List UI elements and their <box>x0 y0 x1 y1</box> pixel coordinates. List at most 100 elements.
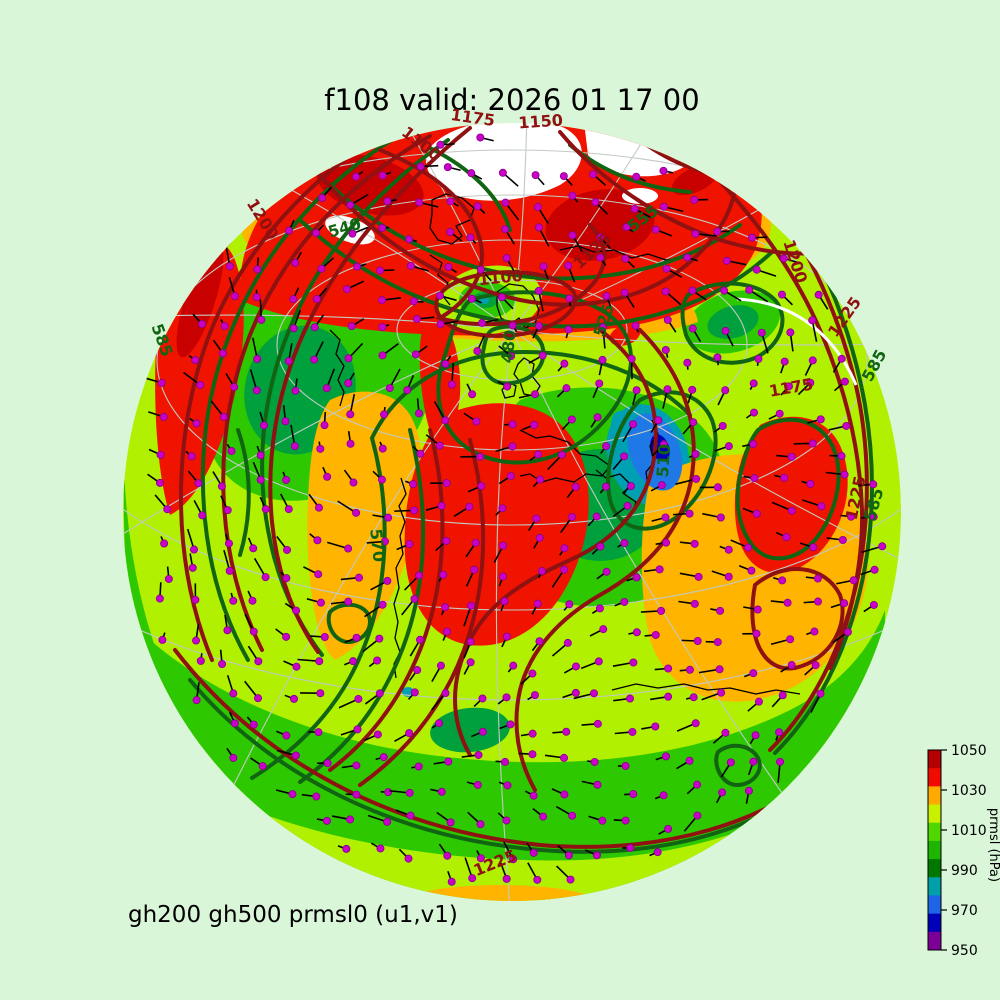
wind-vector <box>346 193 369 209</box>
wind-vector <box>247 537 258 553</box>
wind-vector <box>683 253 698 262</box>
wind-vector <box>676 756 694 770</box>
wind-vector <box>306 598 325 607</box>
wind-vector <box>551 638 572 657</box>
colorbar-segment <box>928 750 941 769</box>
wind-vector <box>337 844 351 853</box>
wind-vector <box>699 483 722 492</box>
wind-vector <box>508 321 518 333</box>
wind-vector <box>562 688 580 699</box>
wind-vector <box>344 342 364 363</box>
wind-vector <box>589 170 607 186</box>
wind-vector <box>280 571 291 583</box>
wind-vector <box>641 722 660 731</box>
wind-vector <box>537 567 546 579</box>
wind-vector <box>383 197 397 206</box>
wind-vector <box>253 558 270 582</box>
wind-vector <box>596 233 611 250</box>
wind-vector <box>249 369 261 395</box>
wind-vector <box>502 254 515 272</box>
field-list-label: gh200 gh500 prmsl0 (u1,v1) <box>128 902 458 928</box>
contour-label-gh500: 480 <box>497 329 519 364</box>
wind-vector <box>440 603 450 616</box>
wind-vector <box>688 450 700 459</box>
wind-vector <box>466 780 482 789</box>
wind-vector <box>830 599 849 609</box>
wind-vector <box>497 812 511 825</box>
wind-vector <box>613 694 634 703</box>
wind-vector <box>587 512 601 527</box>
white-arc <box>736 297 858 386</box>
wind-vector <box>701 688 726 701</box>
map-title: f108 valid: 2026 01 17 00 <box>324 83 699 117</box>
wind-vector <box>192 623 201 645</box>
wind-vector <box>186 528 199 554</box>
wind-vector <box>341 761 361 770</box>
wind-vector <box>252 337 262 363</box>
wind-vector <box>771 691 787 708</box>
wind-vector <box>498 781 512 790</box>
wind-vector <box>252 461 265 484</box>
wind-vector <box>711 570 733 581</box>
wind-vector <box>467 481 486 493</box>
wind-vector <box>679 572 703 581</box>
wind-vector <box>218 649 227 669</box>
wind-vector <box>580 657 603 670</box>
wind-vector <box>367 814 392 826</box>
wind-vector <box>661 287 682 306</box>
wind-vector <box>193 500 207 520</box>
wind-vector <box>688 324 702 343</box>
wind-vector <box>375 753 388 762</box>
wind-vector <box>497 293 514 310</box>
wind-vector <box>777 290 793 306</box>
wind-vector <box>404 571 424 591</box>
wind-vector <box>463 412 481 426</box>
wind-vector <box>828 421 851 431</box>
wind-vector <box>308 493 323 512</box>
wind-vector <box>343 469 358 487</box>
colorbar-tick-label: 950 <box>951 943 978 959</box>
wind-vector <box>300 689 325 698</box>
wind-vector <box>622 420 638 443</box>
wind-vector <box>632 386 641 406</box>
wind-vector <box>614 597 629 607</box>
wind-vector <box>661 346 670 358</box>
wind-vector <box>224 533 233 548</box>
wind-vector <box>531 171 545 186</box>
wind-vector <box>411 762 423 771</box>
wind-vector <box>551 788 569 799</box>
wind-vector <box>497 693 511 705</box>
wind-vector <box>588 815 607 825</box>
wind-vector <box>252 289 261 302</box>
wind-vector <box>395 809 415 820</box>
wind-vector <box>780 661 796 673</box>
wind-vector <box>720 286 742 302</box>
graticule-meridian <box>201 329 513 850</box>
wind-vector <box>650 481 666 492</box>
wind-vector <box>185 450 196 461</box>
wind-vector <box>366 537 389 546</box>
wind-vector <box>771 501 796 515</box>
wind-vector <box>297 657 324 666</box>
wind-vector <box>291 378 300 395</box>
wind-vector <box>225 246 234 271</box>
wind-field <box>144 133 887 886</box>
wind-vector <box>332 815 355 824</box>
wind-vector <box>598 355 607 376</box>
wind-vector <box>346 431 355 448</box>
wind-vector <box>466 233 477 244</box>
wind-vector <box>253 257 262 274</box>
wind-vector <box>655 538 671 547</box>
wind-vector <box>719 545 733 554</box>
wind-vector <box>826 536 847 545</box>
wind-vector <box>534 286 544 312</box>
graticule-parallel <box>123 149 901 611</box>
wind-vector <box>463 658 475 675</box>
wind-vector <box>501 632 511 648</box>
wind-vector <box>147 473 164 487</box>
wind-vector <box>640 606 666 615</box>
colorbar-border <box>927 749 942 951</box>
wind-vector <box>596 253 607 266</box>
wind-vector <box>438 843 452 860</box>
